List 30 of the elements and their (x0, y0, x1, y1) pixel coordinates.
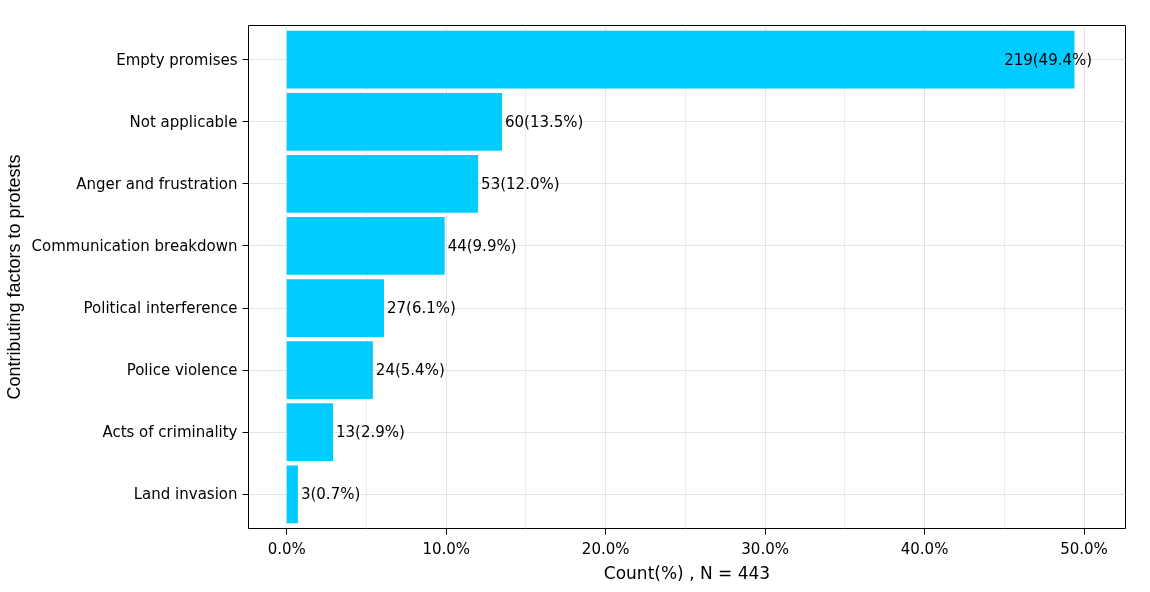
x-tick-label: 30.0% (741, 539, 789, 558)
x-tick-label: 50.0% (1060, 539, 1108, 558)
bar (286, 92, 503, 151)
data-label: 60(13.5%) (505, 112, 584, 131)
y-tick-label: Not applicable (129, 112, 238, 131)
bar (286, 465, 298, 524)
y-tick-label: Anger and frustration (76, 174, 238, 193)
y-tick-label: Police violence (126, 361, 238, 380)
x-tick-label: 20.0% (581, 539, 630, 558)
y-axis-title: Contributing factors to protests (3, 154, 24, 400)
x-tick-label: 10.0% (422, 539, 471, 558)
data-label: 44(9.9%) (447, 236, 517, 255)
x-tick-label: 40.0% (900, 539, 949, 558)
data-label: 3(0.7%) (300, 485, 361, 504)
data-label: 13(2.9%) (336, 423, 405, 442)
x-tick-label: 0.0% (267, 539, 306, 558)
y-tick-label: Land invasion (133, 485, 238, 504)
y-tick-label: Acts of criminality (102, 423, 238, 442)
data-label: 27(6.1%) (387, 299, 456, 318)
bar (286, 217, 445, 275)
y-tick-label: Empty promises (116, 50, 238, 69)
data-label: 24(5.4%) (375, 361, 445, 380)
bar (286, 154, 479, 213)
x-axis-title: Count(%) , N = 443 (603, 562, 771, 583)
data-label: 53(12.0%) (481, 174, 560, 193)
bar (286, 341, 373, 400)
y-tick-label: Communication breakdown (31, 236, 238, 255)
y-tick-label: Political interference (83, 299, 238, 318)
bar (286, 403, 334, 462)
bar (286, 279, 385, 337)
